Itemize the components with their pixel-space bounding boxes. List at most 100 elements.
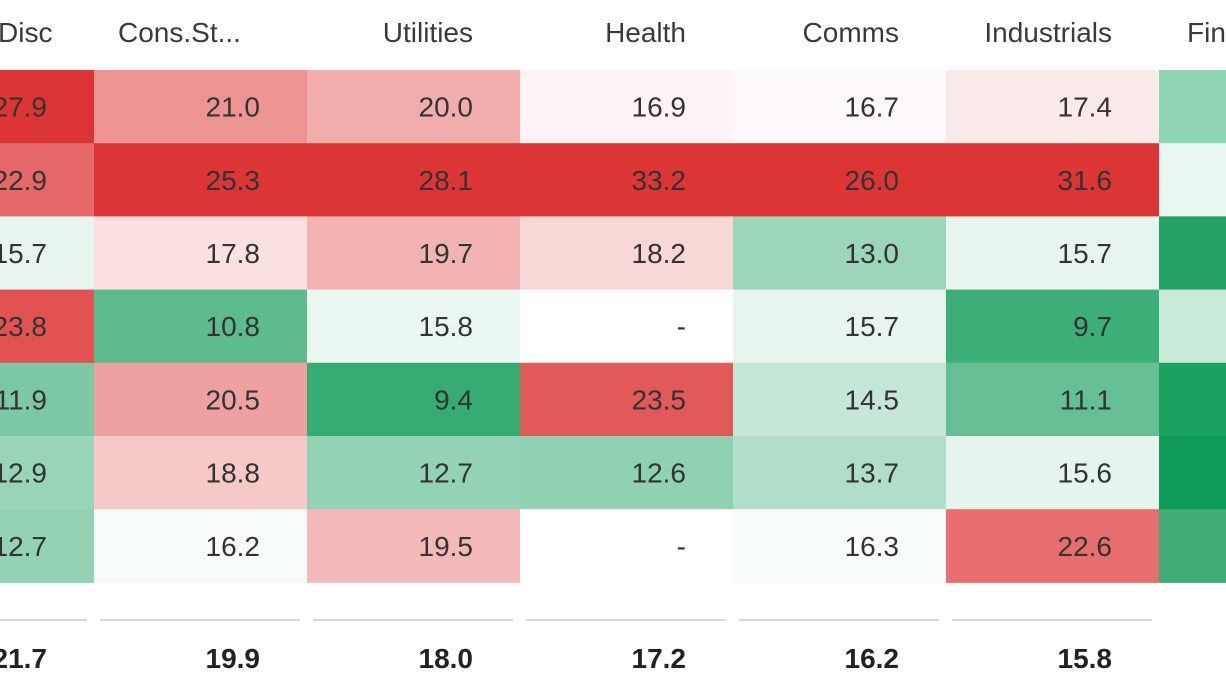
cell-r1-fin bbox=[1159, 70, 1226, 144]
cell-r3-utilities bbox=[307, 216, 520, 291]
cell-r1-disc bbox=[0, 70, 94, 144]
cell-r1-cons-st bbox=[94, 70, 307, 144]
cell-value-r4-disc: 23.8 bbox=[0, 311, 47, 342]
cell-value-r2-industrials: 31.6 bbox=[1058, 165, 1113, 196]
cell-r7-cons-st bbox=[94, 509, 307, 583]
cell-value-r3-industrials: 15.7 bbox=[1058, 238, 1113, 269]
cell-value-r5-industrials: 11.1 bbox=[1060, 384, 1112, 415]
heatmap-cell-labels: 27.9 21.0 20.0 16.9 16.7 17.4 22.9 25.3 28.1 33.2… bbox=[0, 92, 1112, 562]
cell-r1-health bbox=[520, 70, 733, 144]
cell-r5-utilities bbox=[307, 362, 520, 437]
column-header-utilities[interactable]: Utilities bbox=[383, 17, 473, 48]
cell-value-r6-industrials: 15.6 bbox=[1058, 458, 1113, 489]
total-value-health: 17.2 bbox=[632, 643, 687, 674]
cell-value-r2-disc: 22.9 bbox=[0, 165, 47, 196]
cell-r3-cons-st bbox=[94, 216, 307, 291]
cell-r4-industrials bbox=[946, 289, 1159, 364]
cell-value-r5-disc: 11.9 bbox=[0, 384, 47, 415]
cell-value-r4-comms: 15.7 bbox=[845, 311, 900, 342]
cell-r6-comms bbox=[733, 436, 946, 510]
cell-value-r2-comms: 26.0 bbox=[845, 165, 900, 196]
cell-r2-health bbox=[520, 143, 733, 217]
cell-value-r7-health: - bbox=[677, 531, 686, 562]
cell-value-r5-health: 23.5 bbox=[632, 384, 687, 415]
cell-value-r1-comms: 16.7 bbox=[845, 92, 900, 123]
cell-value-r4-cons-st: 10.8 bbox=[206, 311, 261, 342]
cell-r2-disc bbox=[0, 143, 94, 217]
column-headers: Disc Cons.St... Utilities Health Comms Indust… bbox=[0, 17, 1226, 48]
cell-value-r1-disc: 27.9 bbox=[0, 92, 47, 123]
cell-r3-comms bbox=[733, 216, 946, 291]
cell-r4-fin bbox=[1159, 289, 1226, 364]
cell-value-r1-cons-st: 21.0 bbox=[206, 92, 261, 123]
cell-value-r1-industrials: 17.4 bbox=[1058, 92, 1113, 123]
cell-r4-disc bbox=[0, 289, 94, 364]
total-value-industrials: 15.8 bbox=[1058, 643, 1113, 674]
cell-r6-industrials bbox=[946, 436, 1159, 510]
column-header-cons-st[interactable]: Cons.St... bbox=[118, 17, 241, 48]
cell-value-r3-health: 18.2 bbox=[632, 238, 687, 269]
cell-r4-cons-st bbox=[94, 289, 307, 364]
cell-r6-disc bbox=[0, 436, 94, 510]
column-header-comms[interactable]: Comms bbox=[803, 17, 899, 48]
cell-r4-utilities bbox=[307, 289, 520, 364]
cell-r7-industrials bbox=[946, 509, 1159, 583]
cell-value-r5-utilities: 9.4 bbox=[434, 384, 473, 415]
cell-r7-health bbox=[520, 509, 733, 583]
cell-value-r2-health: 33.2 bbox=[632, 165, 687, 196]
cell-r7-utilities bbox=[307, 509, 520, 583]
cell-r7-fin bbox=[1159, 509, 1226, 583]
cell-value-r2-utilities: 28.1 bbox=[419, 165, 474, 196]
cell-value-r4-utilities: 15.8 bbox=[419, 311, 474, 342]
cell-value-r3-disc: 15.7 bbox=[0, 238, 47, 269]
cell-r4-comms bbox=[733, 289, 946, 364]
total-value-cons-st: 19.9 bbox=[206, 643, 261, 674]
cell-r5-health bbox=[520, 362, 733, 437]
cell-value-r7-comms: 16.3 bbox=[845, 531, 900, 562]
cell-value-r7-disc: 12.7 bbox=[0, 531, 47, 562]
cell-value-r7-utilities: 19.5 bbox=[419, 531, 474, 562]
cell-value-r7-cons-st: 16.2 bbox=[206, 531, 261, 562]
cell-value-r5-cons-st: 20.5 bbox=[206, 384, 261, 415]
cell-value-r2-cons-st: 25.3 bbox=[206, 165, 261, 196]
cell-r5-industrials bbox=[946, 362, 1159, 437]
cell-r5-comms bbox=[733, 362, 946, 437]
cell-r5-disc bbox=[0, 362, 94, 437]
cell-value-r6-health: 12.6 bbox=[632, 458, 687, 489]
column-totals: 21.7 19.9 18.0 17.2 16.2 15.8 bbox=[0, 643, 1112, 674]
cell-value-r4-health: - bbox=[677, 311, 686, 342]
cell-r3-disc bbox=[0, 216, 94, 291]
cell-value-r6-disc: 12.9 bbox=[0, 458, 47, 489]
column-header-industrials[interactable]: Industrials bbox=[984, 17, 1112, 48]
cell-r3-industrials bbox=[946, 216, 1159, 291]
cell-r4-health bbox=[520, 289, 733, 364]
cell-value-r3-comms: 13.0 bbox=[845, 238, 900, 269]
total-value-comms: 16.2 bbox=[845, 643, 900, 674]
cell-r7-disc bbox=[0, 509, 94, 583]
cell-r2-fin bbox=[1159, 143, 1226, 217]
column-header-disc[interactable]: Disc bbox=[0, 17, 52, 48]
cell-value-r7-industrials: 22.6 bbox=[1058, 531, 1113, 562]
cell-value-r4-industrials: 9.7 bbox=[1073, 311, 1112, 342]
column-header-fin[interactable]: Fin bbox=[1187, 17, 1226, 48]
cell-r2-industrials bbox=[946, 143, 1159, 217]
cell-value-r6-comms: 13.7 bbox=[845, 458, 900, 489]
cell-r3-fin bbox=[1159, 216, 1226, 291]
cell-r5-cons-st bbox=[94, 362, 307, 437]
cell-r3-health bbox=[520, 216, 733, 291]
cell-value-r1-utilities: 20.0 bbox=[419, 92, 474, 123]
cell-r6-cons-st bbox=[94, 436, 307, 510]
cell-r1-industrials bbox=[946, 70, 1159, 144]
cell-value-r3-cons-st: 17.8 bbox=[206, 238, 261, 269]
column-header-health[interactable]: Health bbox=[605, 17, 686, 48]
cell-r7-comms bbox=[733, 509, 946, 583]
heatmap-cells bbox=[0, 70, 1226, 583]
cell-r2-cons-st bbox=[94, 143, 307, 217]
cell-value-r3-utilities: 19.7 bbox=[419, 238, 474, 269]
cell-r6-utilities bbox=[307, 436, 520, 510]
cell-r6-fin bbox=[1159, 436, 1226, 510]
cell-r2-comms bbox=[733, 143, 946, 217]
total-value-utilities: 18.0 bbox=[419, 643, 474, 674]
cell-r5-fin bbox=[1159, 362, 1226, 437]
